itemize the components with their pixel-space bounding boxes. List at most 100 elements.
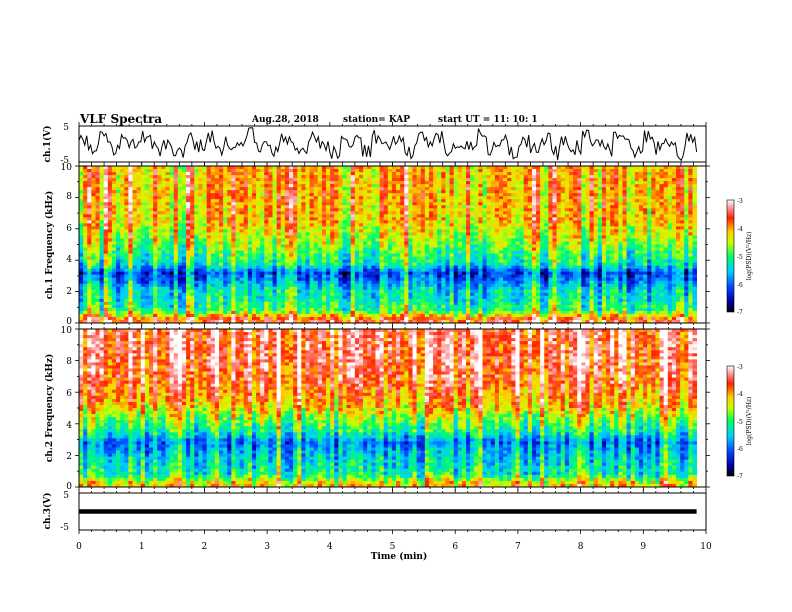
- ch1-spectrogram-cell: [548, 169, 553, 173]
- ch1-spectrogram-cell: [251, 169, 257, 173]
- ch1-spectrogram-cell: [667, 238, 673, 242]
- ch1-spectrogram-cell: [111, 196, 117, 200]
- ch1-spectrogram-cell: [243, 250, 249, 254]
- ch1-spectrogram-cell: [523, 166, 529, 170]
- ch1-spectrogram-cell: [342, 256, 348, 260]
- ch1-spectrogram-cell: [684, 181, 689, 185]
- ch1-spectrogram-cell: [284, 235, 290, 239]
- ch1-spectrogram-cell: [478, 181, 483, 185]
- ch1-spectrogram-cell: [573, 184, 578, 188]
- ch1-spectrogram-cell: [313, 241, 319, 245]
- ch1-spectrogram-cell: [626, 250, 632, 254]
- ch1-spectrogram-cell: [593, 193, 599, 197]
- ch1-spectrogram-cell: [659, 166, 665, 170]
- ch1-spectrogram-cell: [387, 202, 393, 206]
- ch1-spectrogram-cell: [412, 169, 418, 173]
- ch1-spectrogram-cell: [260, 202, 265, 206]
- ch1-spectrogram-cell: [210, 202, 216, 206]
- ch1-spectrogram-cell: [107, 190, 113, 194]
- ch1-spectrogram-cell: [350, 193, 356, 197]
- ch1-spectrogram-cell: [544, 241, 549, 245]
- ch1-spectrogram-cell: [457, 211, 463, 215]
- ch1-spectrogram-cell: [276, 184, 282, 188]
- ch1-spectrogram-cell: [470, 199, 475, 203]
- ch1-spectrogram-cell: [227, 235, 232, 239]
- ch1-spectrogram-cell: [692, 217, 697, 221]
- ch1-spectrogram-cell: [671, 181, 677, 185]
- ch1-spectrogram-cell: [379, 226, 385, 230]
- ch1-spectrogram-cell: [659, 232, 665, 236]
- ch1-spectrogram-cell: [317, 253, 323, 257]
- ch1-spectrogram-cell: [387, 181, 393, 185]
- ch1-spectrogram-cell: [597, 172, 603, 176]
- ch1-spectrogram-cell: [593, 172, 599, 176]
- ch1-spectrogram-cell: [564, 217, 570, 221]
- ch1-spectrogram-cell: [523, 250, 529, 254]
- ch1-spectrogram-cell: [441, 238, 446, 242]
- ch1-spectrogram-cell: [91, 166, 96, 170]
- ch1-spectrogram-cell: [548, 244, 553, 248]
- ch1-spectrogram-cell: [181, 217, 187, 221]
- ch1-spectrogram-cell: [634, 223, 640, 227]
- ch1-spectrogram-cell: [663, 241, 669, 245]
- ch1-spectrogram-cell: [671, 193, 677, 197]
- ch1-spectrogram-cell: [148, 202, 154, 206]
- ch1-spectrogram-cell: [358, 169, 364, 173]
- ch1-spectrogram-cell: [181, 256, 187, 260]
- ch1-spectrogram-cell: [478, 217, 483, 221]
- ch1-spectrogram-cell: [136, 238, 142, 242]
- ch1-spectrogram-cell: [511, 193, 516, 197]
- ch1-spectrogram-cell: [186, 235, 191, 239]
- ch1-spectrogram-cell: [503, 184, 508, 188]
- ch1-spectrogram-cell: [610, 190, 615, 194]
- ch1-spectrogram-cell: [383, 226, 389, 230]
- ch1-spectrogram-cell: [498, 208, 504, 212]
- ch1-spectrogram-cell: [111, 250, 117, 254]
- ch1-spectrogram-cell: [412, 253, 418, 257]
- ch1-spectrogram-cell: [671, 178, 677, 182]
- ch1-spectrogram-cell: [363, 196, 368, 200]
- ch1-spectrogram-cell: [692, 169, 697, 173]
- ch1-spectrogram-cell: [87, 253, 92, 257]
- ch1-spectrogram-cell: [523, 241, 529, 245]
- ch1-spectrogram-cell: [116, 175, 121, 179]
- ch1-spectrogram-cell: [676, 196, 681, 200]
- ch1-spectrogram-cell: [449, 214, 455, 218]
- ch1-spectrogram-cell: [618, 232, 623, 236]
- ch1-spectrogram-cell: [210, 214, 216, 218]
- ch1-spectrogram-cell: [136, 172, 142, 176]
- ch1-spectrogram-cell: [148, 247, 154, 251]
- ch1-spectrogram-cell: [601, 253, 607, 257]
- ch1-spectrogram-cell: [412, 175, 418, 179]
- ch1-spectrogram-cell: [260, 211, 265, 215]
- ch1-spectrogram-cell: [647, 241, 652, 245]
- panel-ch1-waveform-frame: [78, 125, 707, 163]
- ch1-spectrogram-cell: [614, 169, 619, 173]
- ch1-spectrogram-cell: [490, 187, 496, 191]
- ch1-spectrogram-cell: [614, 262, 619, 267]
- ch1-spectrogram-cell: [99, 211, 105, 215]
- ch1-spectrogram-cell: [169, 238, 175, 242]
- ch1-spectrogram-cell: [181, 223, 187, 227]
- ch1-spectrogram-cell: [507, 235, 512, 239]
- ch1-spectrogram-cell: [457, 214, 463, 218]
- ch1-spectrogram-cell: [140, 232, 146, 236]
- ch1-spectrogram-cell: [655, 166, 660, 170]
- ch1-spectrogram-cell: [408, 262, 413, 267]
- ch1-spectrogram-cell: [568, 223, 574, 227]
- ch1-spectrogram-cell: [317, 250, 323, 254]
- ch1-spectrogram-cell: [643, 244, 648, 248]
- ch1-spectrogram-cell: [140, 205, 146, 209]
- ch1-spectrogram-cell: [99, 166, 105, 170]
- ch1-spectrogram-cell: [264, 250, 269, 254]
- ch1-spectrogram-cell: [235, 250, 240, 254]
- ch1-spectrogram-cell: [317, 202, 323, 206]
- ch1-spectrogram-cell: [457, 199, 463, 203]
- ch1-spectrogram-cell: [326, 262, 331, 267]
- ch1-spectrogram-cell: [560, 211, 566, 215]
- ch1-spectrogram-cell: [416, 205, 422, 209]
- ch1-spectrogram-cell: [95, 178, 100, 182]
- ch1-spectrogram-cell: [618, 256, 623, 260]
- ch1-spectrogram-cell: [120, 205, 125, 209]
- ch1-spectrogram-cell: [223, 235, 228, 239]
